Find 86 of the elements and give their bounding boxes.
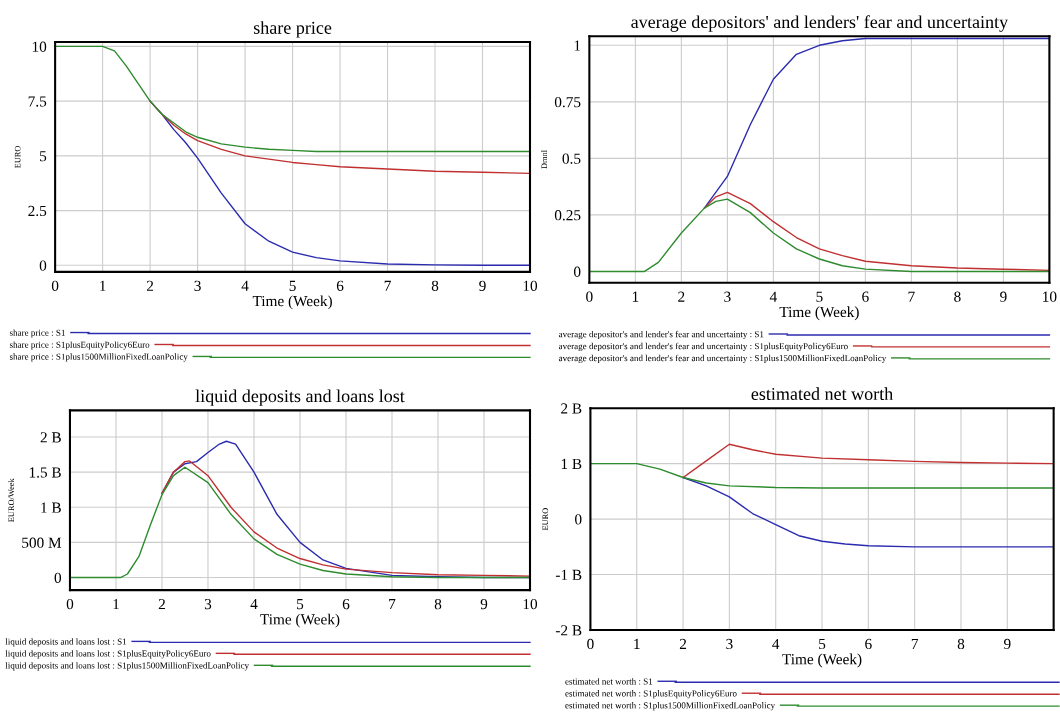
x-tick-label: 4 [250, 599, 258, 610]
y-tick-label: 0.5 [562, 153, 581, 164]
x-tick-label: 1 [100, 280, 106, 291]
chart-title: average depositors' and lenders' fear and uncertainty [631, 15, 1009, 32]
x-tick-label: 2 [158, 598, 165, 610]
x-tick-label: 10 [523, 280, 538, 291]
x-axis-title: Time (Week) [252, 295, 332, 310]
y-tick-label: 0 [39, 260, 47, 271]
x-tick-label: 7 [389, 599, 396, 610]
x-tick-label: 2 [146, 280, 154, 291]
legend-label: liquid deposits and loans lost : S1 [5, 638, 127, 647]
x-tick-label: 8 [434, 598, 442, 610]
y-tick-label: 2.5 [28, 205, 47, 217]
chart-title: share price [253, 21, 332, 38]
x-tick-label: 2 [679, 638, 687, 649]
x-tick-label: 9 [1003, 638, 1011, 650]
x-tick-label: 1 [632, 291, 639, 302]
legend-label: average depositor's and lender's fear and uncertainty : S1plusEquityPolicy6Euro [558, 342, 848, 352]
x-tick-label: 10 [523, 598, 538, 610]
x-tick-label: 3 [204, 598, 212, 610]
x-tick-label: 5 [289, 280, 296, 291]
y-tick-label: 0 [573, 266, 581, 277]
x-tick-label: 9 [480, 598, 488, 610]
y-tick-label: -2 B [555, 625, 582, 636]
x-tick-label: 9 [1000, 291, 1007, 302]
x-tick-label: 3 [194, 280, 201, 291]
legend-label: share price : S1plusEquityPolicy6Euro [9, 341, 150, 350]
x-tick-label: 0 [66, 598, 74, 610]
x-tick-label: 6 [865, 638, 872, 650]
chart-title: estimated net worth [751, 387, 893, 401]
y-tick-label: 2 B [40, 432, 61, 443]
x-tick-label: 4 [769, 291, 777, 302]
x-tick-label: 8 [957, 638, 965, 650]
y-tick-label: 0.25 [554, 210, 581, 221]
x-tick-label: 7 [908, 291, 915, 302]
y-tick-label: 0.75 [554, 96, 581, 108]
x-tick-label: 6 [336, 280, 344, 291]
x-tick-label: 8 [431, 280, 439, 291]
legend-label: estimated net worth : S1plusEquityPolicy6Euro [565, 690, 737, 699]
y-axis-title: EURO/Week [8, 478, 15, 522]
y-axis-title: EURO [14, 145, 21, 169]
legend-label: estimated net worth : S1 [565, 678, 653, 685]
x-tick-label: 5 [816, 291, 823, 302]
y-tick-label: 1.5 B [29, 467, 61, 478]
y-tick-label: -1 B [555, 569, 582, 580]
x-axis-title: Time (Week) [779, 306, 859, 321]
y-axis-title: Dmnl [541, 150, 547, 169]
legend-label: average depositor's and lender's fear and uncertainty : S1 [558, 330, 764, 340]
y-tick-label: 5 [40, 151, 47, 162]
x-tick-label: 4 [241, 280, 249, 291]
x-tick-label: 0 [587, 638, 594, 650]
legend-label: share price : S1 [9, 329, 65, 338]
x-axis-title: Time (Week) [260, 613, 340, 628]
legend-label: share price : S1plus1500MillionFixedLoanPolicy [9, 353, 188, 362]
x-tick-label: 8 [954, 291, 961, 302]
x-tick-label: 5 [819, 638, 826, 650]
x-tick-label: 4 [772, 638, 780, 649]
y-tick-label: 10 [32, 41, 47, 52]
y-tick-label: 0 [54, 572, 62, 583]
y-tick-label: 1 B [41, 502, 61, 513]
chart-title: liquid deposits and loans lost [195, 389, 405, 406]
x-tick-label: 7 [384, 280, 391, 291]
x-tick-label: 0 [586, 291, 593, 302]
x-tick-label: 3 [724, 291, 731, 302]
y-tick-label: 500 M [22, 537, 62, 548]
x-axis-title: Time (Week) [782, 653, 862, 668]
x-tick-label: 10 [1043, 291, 1057, 302]
x-tick-label: 5 [297, 599, 304, 610]
legend-label: liquid deposits and loans lost : S1plus1500MillionFixedLoanPolicy [5, 662, 250, 671]
y-axis-title: EURO [542, 508, 549, 531]
y-tick-label: 2 B [561, 403, 582, 414]
y-tick-label: 7.5 [28, 96, 47, 107]
x-tick-label: 7 [911, 638, 919, 649]
x-tick-label: 3 [726, 638, 733, 650]
legend-label: average depositor's and lender's fear and uncertainty : S1plus1500MillionFixedLoanPolicy [558, 354, 887, 364]
x-tick-label: 1 [113, 599, 119, 610]
x-tick-label: 6 [342, 598, 350, 610]
x-tick-label: 1 [634, 638, 640, 649]
y-tick-label: 1 B [561, 458, 582, 469]
y-tick-label: 0 [575, 514, 582, 525]
x-tick-label: 6 [862, 291, 869, 302]
x-tick-label: 2 [678, 291, 685, 302]
y-tick-label: 1 [574, 40, 581, 51]
legend-label: estimated net worth : S1plus1500MillionFixedLoanPolicy [565, 702, 776, 711]
legend-label: liquid deposits and loans lost : S1plusEquityPolicy6Euro [5, 650, 211, 659]
x-tick-label: 9 [479, 280, 486, 291]
